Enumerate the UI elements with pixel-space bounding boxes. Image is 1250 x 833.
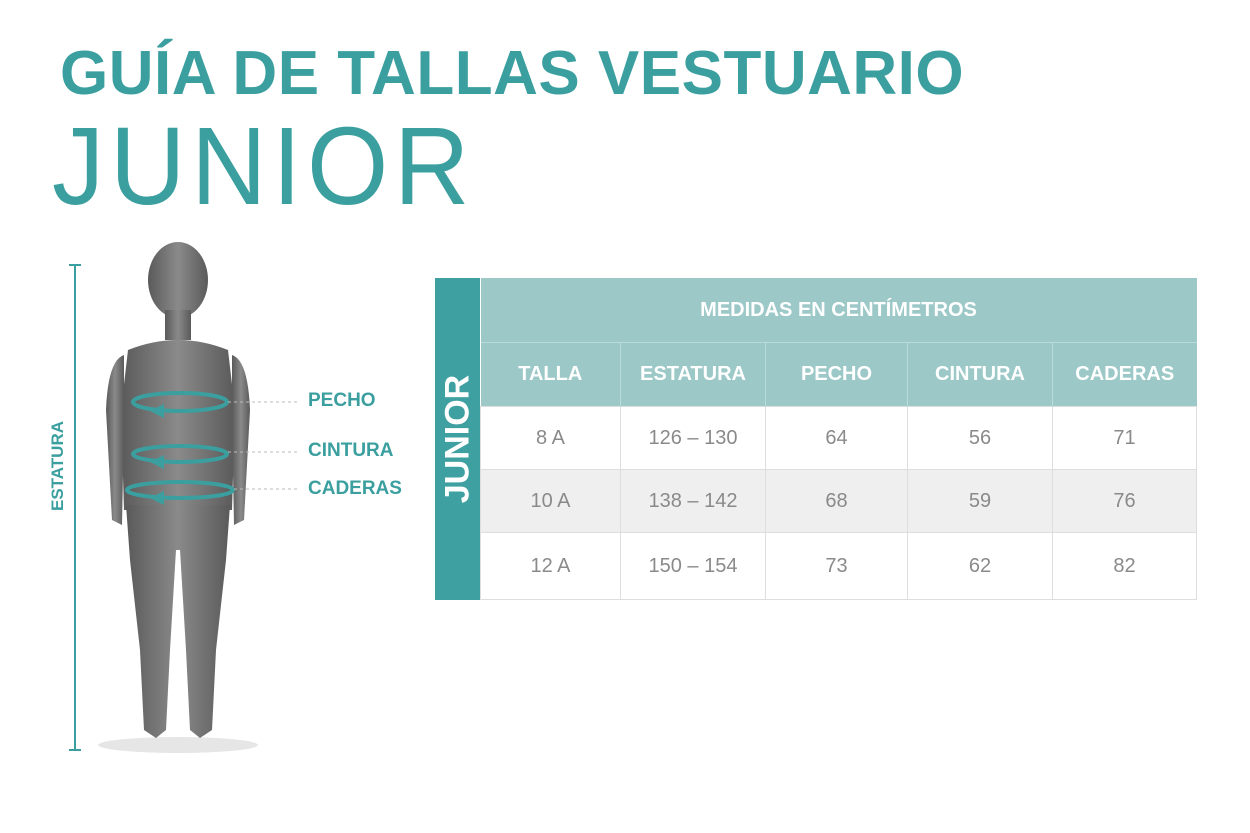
table-cell: 138 – 142 [620, 469, 766, 533]
size-table: JUNIOR MEDIDAS EN CENTÍMETROS TALLA ESTA… [435, 278, 1197, 600]
table-cell: 59 [907, 469, 1053, 533]
page-subtitle: JUNIOR [52, 105, 476, 228]
table-cell: 12 A [480, 532, 621, 600]
column-header: CINTURA [907, 342, 1053, 407]
page-title: GUÍA DE TALLAS VESTUARIO [60, 39, 965, 108]
table-cell: 8 A [480, 406, 621, 470]
table-cell: 126 – 130 [620, 406, 766, 470]
table-cell: 64 [765, 406, 908, 470]
label-pecho: PECHO [308, 390, 376, 411]
column-header: ESTATURA [620, 342, 766, 407]
table-row: 8 A 126 – 130 64 56 71 [435, 406, 1197, 470]
mannequin-illustration [69, 242, 300, 753]
mannequin-figure: PECHO CINTURA CADERAS [0, 230, 420, 770]
table-cell: 10 A [480, 469, 621, 533]
table-cell: 62 [907, 532, 1053, 600]
table-cell: 71 [1052, 406, 1197, 470]
column-header: CADERAS [1052, 342, 1197, 407]
column-header: PECHO [765, 342, 908, 407]
table-cell: 73 [765, 532, 908, 600]
table-cell: 68 [765, 469, 908, 533]
group-header: MEDIDAS EN CENTÍMETROS [480, 278, 1197, 343]
table-row: 12 A 150 – 154 73 62 82 [435, 532, 1197, 600]
table-cell: 76 [1052, 469, 1197, 533]
table-cell: 56 [907, 406, 1053, 470]
side-label: JUNIOR [438, 374, 476, 503]
label-cintura: CINTURA [308, 440, 394, 461]
table-row: 10 A 138 – 142 68 59 76 [435, 469, 1197, 533]
side-label-cell: JUNIOR [435, 278, 481, 600]
column-header: TALLA [480, 342, 621, 407]
label-caderas: CADERAS [308, 478, 402, 499]
label-estatura: ESTATURA [48, 420, 67, 512]
table-cell: 150 – 154 [620, 532, 766, 600]
table-cell: 82 [1052, 532, 1197, 600]
